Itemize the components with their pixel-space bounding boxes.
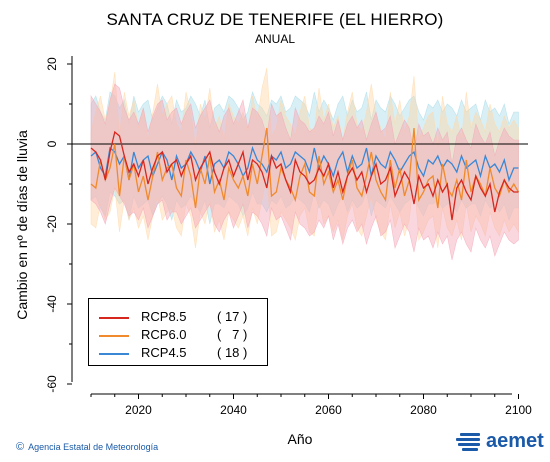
y-tick-label: 0	[45, 140, 59, 147]
chart-title: SANTA CRUZ DE TENERIFE (EL HIERRO)	[106, 10, 444, 29]
y-tick-label: -60	[45, 375, 59, 393]
band-rcp85	[90, 83, 519, 261]
legend-swatch	[99, 317, 129, 319]
legend-count: ( 7 )	[217, 327, 248, 342]
x-tick-label: 2040	[220, 403, 247, 417]
legend-label: RCP4.5	[141, 345, 187, 360]
aemet-logo[interactable]: aemet	[456, 430, 544, 453]
legend-swatch	[99, 353, 129, 355]
y-tick-label: -20	[45, 215, 59, 233]
agency-name: Agencia Estatal de Meteorología	[28, 442, 159, 452]
legend-label: RCP8.5	[141, 309, 187, 324]
aemet-logo-icon	[456, 431, 482, 453]
series-line-rcp85	[90, 130, 519, 221]
x-tick-label: 2060	[315, 403, 342, 417]
legend: RCP8.5 ( 17 ) RCP6.0 ( 7 ) RCP4.5 ( 18 )	[88, 298, 268, 366]
series-lines	[90, 127, 520, 221]
chart-subtitle: ANUAL	[254, 32, 295, 46]
aemet-logo-text: aemet	[486, 430, 544, 452]
legend-count: ( 18 )	[217, 345, 248, 360]
footer-credit: © Agencia Estatal de Meteorología	[16, 441, 158, 453]
legend-label: RCP6.0	[141, 327, 187, 342]
y-tick-label: -40	[45, 295, 59, 313]
x-tick-label: 2080	[410, 403, 437, 417]
legend-count: ( 17 )	[217, 309, 248, 324]
legend-swatch	[99, 335, 129, 337]
x-tick-label: 2020	[125, 403, 152, 417]
copyright-icon: ©	[16, 441, 25, 453]
x-tick-label: 2100	[505, 403, 532, 417]
y-tick-label: 20	[45, 57, 59, 71]
x-axis-label: Año	[287, 431, 313, 447]
legend-item-rcp45: RCP4.5 ( 18 )	[89, 345, 267, 363]
legend-item-rcp60: RCP6.0 ( 7 )	[89, 327, 267, 345]
legend-item-rcp85: RCP8.5 ( 17 )	[89, 309, 267, 327]
